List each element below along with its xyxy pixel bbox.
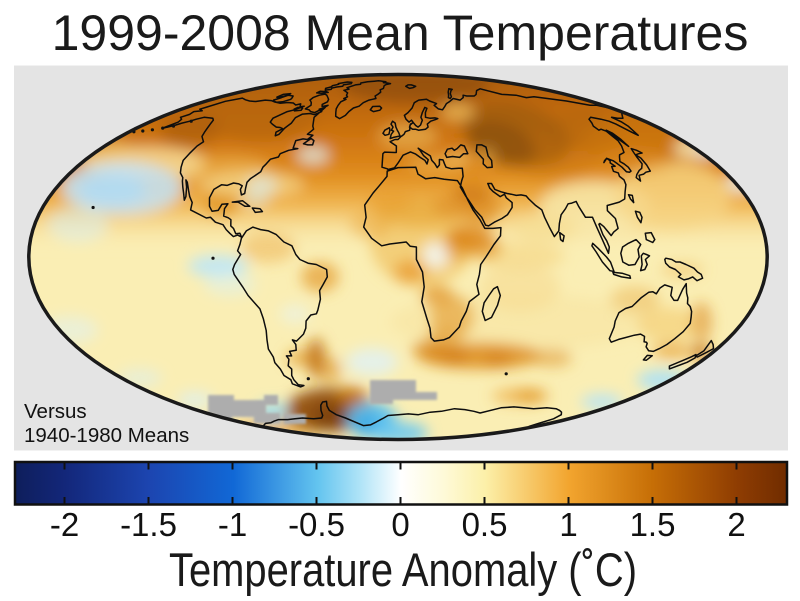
svg-text:-1.5: -1.5 xyxy=(120,506,177,543)
svg-text:Temperature Anomaly (˚C): Temperature Anomaly (˚C) xyxy=(169,543,637,596)
svg-text:1: 1 xyxy=(559,506,577,543)
svg-text:2: 2 xyxy=(727,506,745,543)
svg-text:0: 0 xyxy=(391,506,409,543)
svg-text:0.5: 0.5 xyxy=(462,506,508,543)
svg-text:1999-2008 Mean Temperatures: 1999-2008 Mean Temperatures xyxy=(52,5,749,61)
svg-text:1940-1980 Means: 1940-1980 Means xyxy=(24,424,189,447)
svg-text:-2: -2 xyxy=(50,506,79,543)
svg-text:-1: -1 xyxy=(218,506,247,543)
svg-text:-0.5: -0.5 xyxy=(288,506,345,543)
svg-text:Versus: Versus xyxy=(24,400,87,423)
svg-text:1.5: 1.5 xyxy=(630,506,676,543)
